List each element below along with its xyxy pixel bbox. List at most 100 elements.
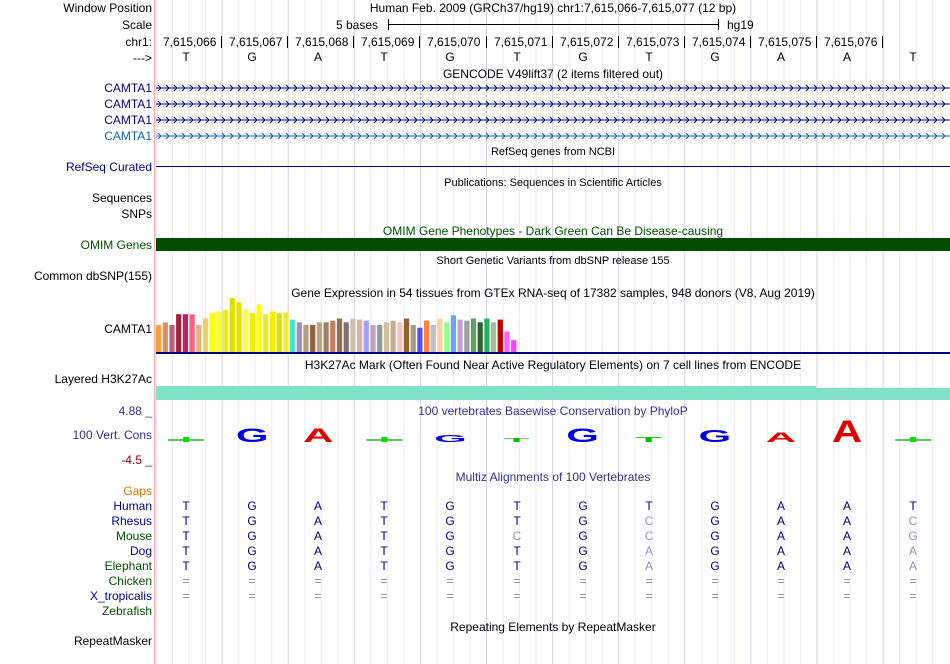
multiz-species-label[interactable]: Zebrafish xyxy=(101,604,152,618)
strand-chevron xyxy=(157,100,162,108)
gtex-tissue-bar[interactable] xyxy=(236,302,242,352)
gtex-tissue-bar[interactable] xyxy=(383,322,389,352)
gencode-item-label-3[interactable]: CAMTA1 xyxy=(104,113,152,127)
gtex-tissue-bar[interactable] xyxy=(229,298,235,352)
gtex-tissue-bar[interactable] xyxy=(450,315,456,352)
gtex-tissue-bar[interactable] xyxy=(504,331,510,352)
gtex-gene-line[interactable] xyxy=(156,352,950,354)
strand-chevron xyxy=(853,132,858,140)
gtex-tissue-bar[interactable] xyxy=(390,320,396,352)
gtex-tissue-bar[interactable] xyxy=(243,308,249,352)
gtex-tissue-bar[interactable] xyxy=(363,320,369,352)
gtex-tissue-bar[interactable] xyxy=(283,312,289,352)
gtex-tissue-bar[interactable] xyxy=(209,313,215,352)
gtex-tissue-bar[interactable] xyxy=(202,318,209,352)
gtex-tissue-bar[interactable] xyxy=(249,313,255,352)
gtex-tissue-bar[interactable] xyxy=(336,318,343,352)
strand-chevron xyxy=(157,84,162,92)
gtex-tissue-bar[interactable] xyxy=(484,318,490,352)
gtex-tissue-bar[interactable] xyxy=(296,322,302,352)
gtex-tissue-bar[interactable] xyxy=(316,322,322,352)
gtex-tissue-bar[interactable] xyxy=(330,320,336,352)
cons-logo-letter: G xyxy=(236,425,269,447)
gtex-tissue-bar[interactable] xyxy=(196,325,202,352)
gtex-tissue-bar[interactable] xyxy=(269,311,276,353)
gtex-tissue-bar[interactable] xyxy=(403,318,410,352)
gtex-tissue-bar[interactable] xyxy=(417,327,423,352)
multiz-base: T xyxy=(909,499,917,513)
conservation-track-label[interactable]: 100 Vert. Cons xyxy=(72,428,152,442)
multiz-gaps-label[interactable]: Gaps xyxy=(123,484,152,498)
gtex-track-label[interactable]: CAMTA1 xyxy=(104,322,152,336)
gtex-tissue-bar[interactable] xyxy=(162,322,168,352)
multiz-species-label[interactable]: Dog xyxy=(129,544,152,558)
gencode-item-label-2[interactable]: CAMTA1 xyxy=(104,97,152,111)
gtex-expression-bars[interactable] xyxy=(156,298,950,354)
gtex-tissue-bar[interactable] xyxy=(169,325,175,352)
gtex-tissue-bar[interactable] xyxy=(477,322,483,352)
gtex-tissue-bar[interactable] xyxy=(276,313,282,352)
gtex-tissue-bar[interactable] xyxy=(156,325,162,352)
gtex-tissue-bar[interactable] xyxy=(310,325,316,352)
gtex-tissue-bar[interactable] xyxy=(444,322,450,352)
strand-chevron xyxy=(461,132,466,140)
strand-chevron xyxy=(901,84,906,92)
publications-track-title: Publications: Sequences in Scientific Ar… xyxy=(444,177,662,189)
gtex-tissue-bar[interactable] xyxy=(350,318,356,352)
gtex-tissue-bar[interactable] xyxy=(410,325,416,352)
strand-chevron xyxy=(229,132,234,140)
multiz-species-label[interactable]: X_tropicalis xyxy=(89,589,152,603)
gtex-tissue-bar[interactable] xyxy=(430,325,436,352)
multiz-species-label[interactable]: Elephant xyxy=(104,559,152,573)
svg-text:A: A xyxy=(303,425,333,447)
publications-label-snps[interactable]: SNPs xyxy=(121,207,152,221)
gtex-tissue-bar[interactable] xyxy=(189,314,195,352)
dbsnp-track-label[interactable]: Common dbSNP(155) xyxy=(33,269,152,283)
gtex-tissue-bar[interactable] xyxy=(464,320,470,352)
h3k27ac-signal-1[interactable] xyxy=(156,386,816,400)
gtex-tissue-bar[interactable] xyxy=(323,322,329,352)
gtex-tissue-bar[interactable] xyxy=(424,320,430,352)
gtex-tissue-bar[interactable] xyxy=(223,309,229,352)
gtex-tissue-bar[interactable] xyxy=(263,314,269,352)
omim-gene-bar[interactable] xyxy=(156,238,950,251)
gtex-tissue-bar[interactable] xyxy=(216,311,222,353)
gtex-tissue-bar[interactable] xyxy=(343,322,349,352)
repeatmasker-track-label[interactable]: RepeatMasker xyxy=(73,634,152,648)
gtex-tissue-bar[interactable] xyxy=(176,314,182,352)
omim-track-label[interactable]: OMIM Genes xyxy=(80,238,152,252)
gtex-tissue-bar[interactable] xyxy=(256,304,262,352)
gencode-gene-models[interactable] xyxy=(156,80,950,142)
strand-chevron xyxy=(261,132,266,140)
gencode-item-label-1[interactable]: CAMTA1 xyxy=(104,81,152,95)
strand-chevron xyxy=(485,84,490,92)
gtex-tissue-bar[interactable] xyxy=(303,325,309,352)
gtex-tissue-bar[interactable] xyxy=(377,325,383,352)
gtex-tissue-bar[interactable] xyxy=(470,318,477,352)
publications-label-sequences[interactable]: Sequences xyxy=(91,191,152,205)
strand-chevron xyxy=(813,84,818,92)
gtex-tissue-bar[interactable] xyxy=(397,322,403,352)
gencode-item-label-4[interactable]: CAMTA1 xyxy=(104,129,152,143)
position-label: 7,615,069 xyxy=(361,35,415,49)
multiz-species-label[interactable]: Chicken xyxy=(108,574,152,588)
gtex-tissue-bar[interactable] xyxy=(182,314,188,352)
multiz-species-label[interactable]: Rhesus xyxy=(111,514,152,528)
gtex-tissue-bar[interactable] xyxy=(491,322,497,352)
multiz-base: = xyxy=(645,574,653,588)
refseq-track-label[interactable]: RefSeq Curated xyxy=(65,160,152,174)
gtex-tissue-bar[interactable] xyxy=(497,319,503,352)
strand-chevron xyxy=(741,132,746,140)
refseq-gene-line[interactable] xyxy=(156,166,950,167)
gtex-tissue-bar[interactable] xyxy=(290,319,296,352)
gtex-tissue-bar[interactable] xyxy=(357,319,363,352)
gtex-tissue-bar[interactable] xyxy=(511,340,517,352)
multiz-species-label[interactable]: Mouse xyxy=(115,529,152,543)
gtex-tissue-bar[interactable] xyxy=(457,319,463,352)
multiz-species-label[interactable]: Human xyxy=(113,499,152,513)
gtex-tissue-bar[interactable] xyxy=(370,325,376,352)
gtex-tissue-bar[interactable] xyxy=(437,318,443,352)
h3k27ac-track-label[interactable]: Layered H3K27Ac xyxy=(54,372,152,386)
h3k27ac-signal-2[interactable] xyxy=(816,388,950,400)
